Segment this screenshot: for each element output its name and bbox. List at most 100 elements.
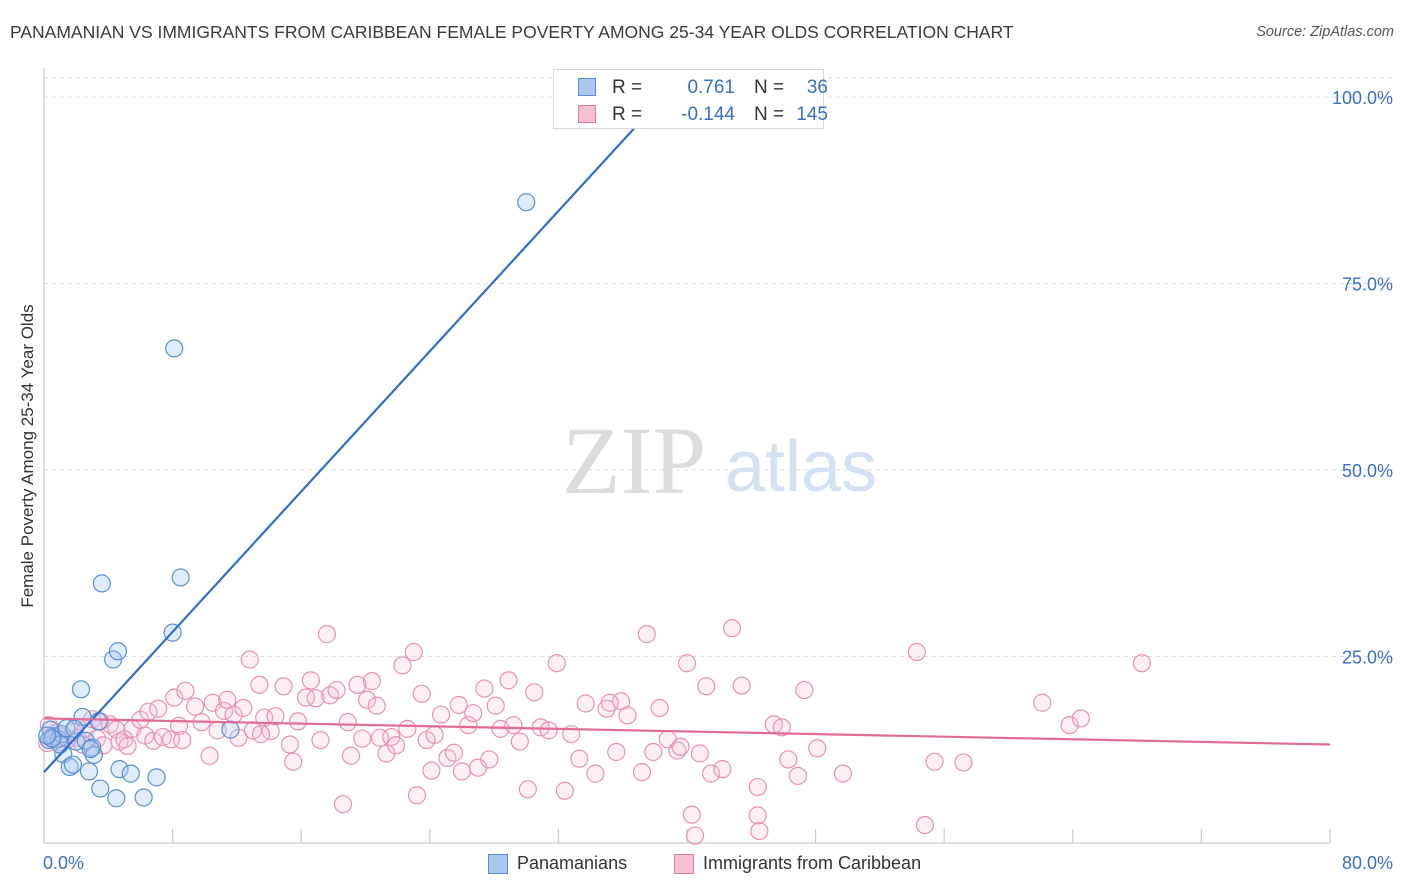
caribbean-point: [348, 675, 367, 694]
caribbean-point: [600, 693, 619, 712]
caribbean-point: [338, 713, 357, 732]
caribbean-point: [525, 683, 544, 702]
source-label: Source: ZipAtlas.com: [1256, 24, 1394, 40]
caribbean-point: [341, 746, 361, 765]
x-tick-label: 80.0%: [1342, 853, 1393, 873]
legend-n-value: 145: [796, 104, 828, 125]
caribbean-point: [452, 762, 472, 781]
caribbean-point: [118, 736, 137, 756]
legend-n-value: 36: [806, 77, 828, 98]
caribbean-point: [547, 654, 566, 673]
caribbean-point: [833, 764, 853, 783]
caribbean-point: [539, 721, 558, 740]
caribbean-point: [367, 696, 386, 715]
caribbean-point: [459, 716, 478, 735]
panamanian-point: [89, 712, 108, 731]
caribbean-point: [607, 742, 626, 762]
legend-series-name: Immigrants from Caribbean: [703, 853, 922, 873]
caribbean-point: [284, 752, 303, 771]
caribbean-point: [425, 725, 444, 744]
caribbean-point: [475, 679, 494, 698]
caribbean-point: [1060, 716, 1079, 735]
panamanian-point: [38, 726, 57, 745]
panamanian-points-blue: [38, 193, 536, 808]
caribbean-point: [510, 732, 529, 751]
caribbean-point: [685, 826, 705, 845]
caribbean-point: [311, 730, 330, 750]
caribbean-point: [795, 680, 814, 700]
caribbean-point: [690, 744, 709, 763]
caribbean-point: [748, 777, 767, 797]
caribbean-point: [274, 677, 293, 696]
panamanian-point: [165, 339, 184, 358]
caribbean-trend-line: [43, 717, 1331, 746]
caribbean-point: [398, 719, 417, 738]
caribbean-point: [713, 760, 732, 779]
caribbean-point: [697, 677, 716, 696]
y-axis-title: Female Poverty Among 25-34 Year Olds: [18, 304, 37, 608]
caribbean-point: [618, 706, 637, 725]
panamanian-point: [60, 757, 79, 777]
caribbean-point: [214, 701, 234, 721]
caribbean-point: [925, 752, 944, 771]
panamanian-point: [42, 729, 62, 748]
caribbean-point: [301, 671, 320, 690]
caribbean-point: [412, 684, 431, 703]
watermark-zip: ZIP: [562, 407, 706, 514]
caribbean-point: [637, 625, 656, 644]
caribbean-point: [431, 705, 451, 724]
caribbean-point: [702, 764, 721, 783]
zipatlas-watermark: ZIP atlas: [562, 407, 877, 514]
correlation-legend: R = 0.761 N = 36 R = -0.144 N = 145: [553, 69, 828, 129]
caribbean-point: [486, 696, 505, 715]
panamanian-point: [79, 762, 99, 781]
y-tick-label: 100.0%: [1332, 88, 1393, 108]
y-tick-label: 25.0%: [1342, 648, 1393, 668]
caribbean-point: [306, 689, 325, 708]
caribbean-point: [504, 716, 523, 735]
panamanian-point: [134, 788, 153, 807]
caribbean-point: [362, 672, 382, 691]
caribbean-point: [555, 781, 574, 800]
gridlines: [44, 77, 1393, 657]
caribbean-point: [251, 724, 271, 744]
panamanian-point: [221, 720, 240, 739]
panamanian-point: [63, 755, 83, 774]
caribbean-point: [518, 780, 537, 799]
caribbean-point: [149, 699, 168, 718]
caribbean-point: [386, 736, 406, 755]
caribbean-point: [576, 694, 595, 713]
caribbean-point: [393, 656, 412, 675]
y-tick-label: 75.0%: [1342, 275, 1393, 295]
caribbean-point: [480, 750, 499, 769]
caribbean-point: [144, 731, 163, 750]
caribbean-point: [586, 764, 605, 783]
caribbean-point: [234, 698, 253, 718]
panamanian-trend-line: [43, 96, 664, 773]
panamanian-point: [107, 789, 126, 808]
caribbean-point: [404, 642, 423, 662]
caribbean-point: [499, 671, 518, 690]
caribbean-point: [165, 688, 184, 707]
caribbean-point: [1071, 709, 1090, 728]
caribbean-point: [954, 753, 973, 772]
legend-series-name: Panamanians: [517, 853, 628, 873]
caribbean-point: [915, 815, 935, 835]
legend-n-label: N =: [754, 104, 785, 125]
caribbean-point: [327, 680, 346, 700]
panamanian-point: [147, 768, 166, 787]
caribbean-point: [644, 742, 663, 762]
legend-swatch-blue: [578, 78, 596, 96]
watermark-atlas: atlas: [725, 427, 877, 507]
caribbean-point: [173, 730, 192, 750]
caribbean-point: [779, 750, 798, 769]
caribbean-point: [464, 704, 483, 723]
caribbean-point: [772, 718, 791, 737]
caribbean-point: [449, 695, 468, 715]
caribbean-point: [788, 766, 808, 785]
caribbean-point: [722, 619, 742, 638]
panamanian-point: [92, 574, 111, 593]
caribbean-point: [570, 749, 589, 768]
caribbean-point: [288, 712, 308, 731]
